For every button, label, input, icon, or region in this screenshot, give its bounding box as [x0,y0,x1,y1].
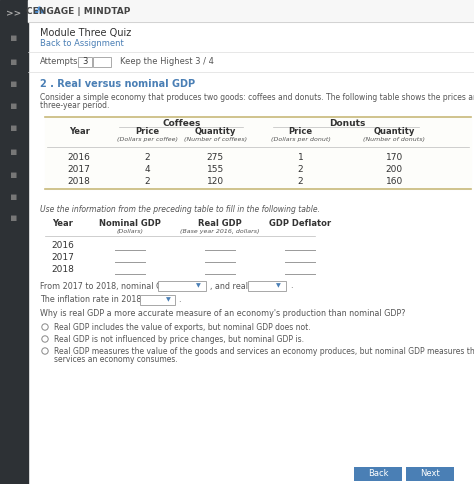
Text: 2016: 2016 [68,152,91,162]
Text: (Base year 2016, dollars): (Base year 2016, dollars) [180,228,260,233]
Text: From 2017 to 2018, nominal GDP: From 2017 to 2018, nominal GDP [40,282,173,290]
Bar [45,117,471,189]
Text: 120: 120 [207,177,224,185]
Text: 275: 275 [207,152,224,162]
Bar [248,281,286,291]
Text: CENGAGE | MINDTAP: CENGAGE | MINDTAP [26,6,130,15]
Bar [406,467,454,481]
Text: 2018: 2018 [52,264,74,273]
Text: ▪: ▪ [10,123,18,133]
Circle shape [42,324,48,330]
Bar [140,295,175,305]
Text: Coffees: Coffees [162,119,201,127]
Text: 2: 2 [145,152,150,162]
Text: .: . [178,296,181,304]
Text: Attempts: Attempts [40,58,79,66]
Text: ▼: ▼ [275,284,281,288]
Text: 155: 155 [207,165,224,173]
Bar [158,281,206,291]
Text: 2017: 2017 [68,165,91,173]
Text: ▼: ▼ [196,284,201,288]
Text: GDP Deflator: GDP Deflator [269,220,331,228]
Text: ▪: ▪ [10,192,18,202]
Bar [78,57,92,67]
Text: ▪: ▪ [10,79,18,89]
Text: ▪: ▪ [10,147,18,157]
Text: (Number of donuts): (Number of donuts) [363,136,425,141]
Text: 2: 2 [298,165,303,173]
Text: Real GDP includes the value of exports, but nominal GDP does not.: Real GDP includes the value of exports, … [54,322,310,332]
Text: Price: Price [135,127,159,136]
Text: Consider a simple economy that produces two goods: coffees and donuts. The follo: Consider a simple economy that produces … [40,92,474,102]
Text: 2018: 2018 [68,177,91,185]
Text: The inflation rate in 2018 was: The inflation rate in 2018 was [40,296,159,304]
Circle shape [42,348,48,354]
Text: Why is real GDP a more accurate measure of an economy's production than nominal : Why is real GDP a more accurate measure … [40,309,405,318]
Bar [93,57,111,67]
Text: 2: 2 [145,177,150,185]
Bar [0,0,28,484]
Text: 160: 160 [386,177,403,185]
Text: (Number of coffees): (Number of coffees) [184,136,247,141]
Text: Back to Assignment: Back to Assignment [40,40,124,48]
Text: Real GDP is not influenced by price changes, but nominal GDP is.: Real GDP is not influenced by price chan… [54,334,304,344]
Text: Module Three Quiz: Module Three Quiz [40,28,131,38]
Text: (Dollars per donut): (Dollars per donut) [271,136,330,141]
Text: Keep the Highest 3 / 4: Keep the Highest 3 / 4 [120,58,214,66]
Text: 1: 1 [298,152,303,162]
Text: Next: Next [420,469,440,479]
Text: 2016: 2016 [52,241,74,249]
Text: (Dollars per coffee): (Dollars per coffee) [117,136,178,141]
Text: 200: 200 [386,165,403,173]
Text: ▪: ▪ [10,101,18,111]
Text: Year: Year [53,220,73,228]
Text: services an economy consumes.: services an economy consumes. [54,354,178,363]
Text: three-year period.: three-year period. [40,102,109,110]
Text: ▼: ▼ [165,298,170,302]
Text: , and real GDP: , and real GDP [210,282,268,290]
Text: .: . [290,282,292,290]
Text: 2: 2 [298,177,303,185]
Text: Quantity: Quantity [195,127,236,136]
Bar [354,467,402,481]
Text: Year: Year [69,127,90,136]
Text: Real GDP measures the value of the goods and services an economy produces, but n: Real GDP measures the value of the goods… [54,347,474,356]
Text: 3: 3 [82,58,88,66]
Text: 170: 170 [386,152,403,162]
Text: Real GDP: Real GDP [198,220,242,228]
Text: Quantity: Quantity [374,127,415,136]
Text: Donuts: Donuts [329,119,365,127]
Text: Use the information from the preceding table to fill in the following table.: Use the information from the preceding t… [40,205,320,213]
Text: 2017: 2017 [52,253,74,261]
Text: Nominal GDP: Nominal GDP [99,220,161,228]
Text: Back: Back [368,469,388,479]
Bar [28,0,474,22]
Text: ▪: ▪ [10,213,18,223]
Text: ▪: ▪ [10,170,18,180]
Text: ▪: ▪ [10,57,18,67]
Text: 2 . Real versus nominal GDP: 2 . Real versus nominal GDP [40,79,195,89]
Text: Price: Price [289,127,313,136]
Text: >>: >> [6,10,22,18]
Text: ▪: ▪ [10,33,18,43]
Text: 4: 4 [145,165,150,173]
Circle shape [42,336,48,342]
Text: (Dollars): (Dollars) [117,228,144,233]
